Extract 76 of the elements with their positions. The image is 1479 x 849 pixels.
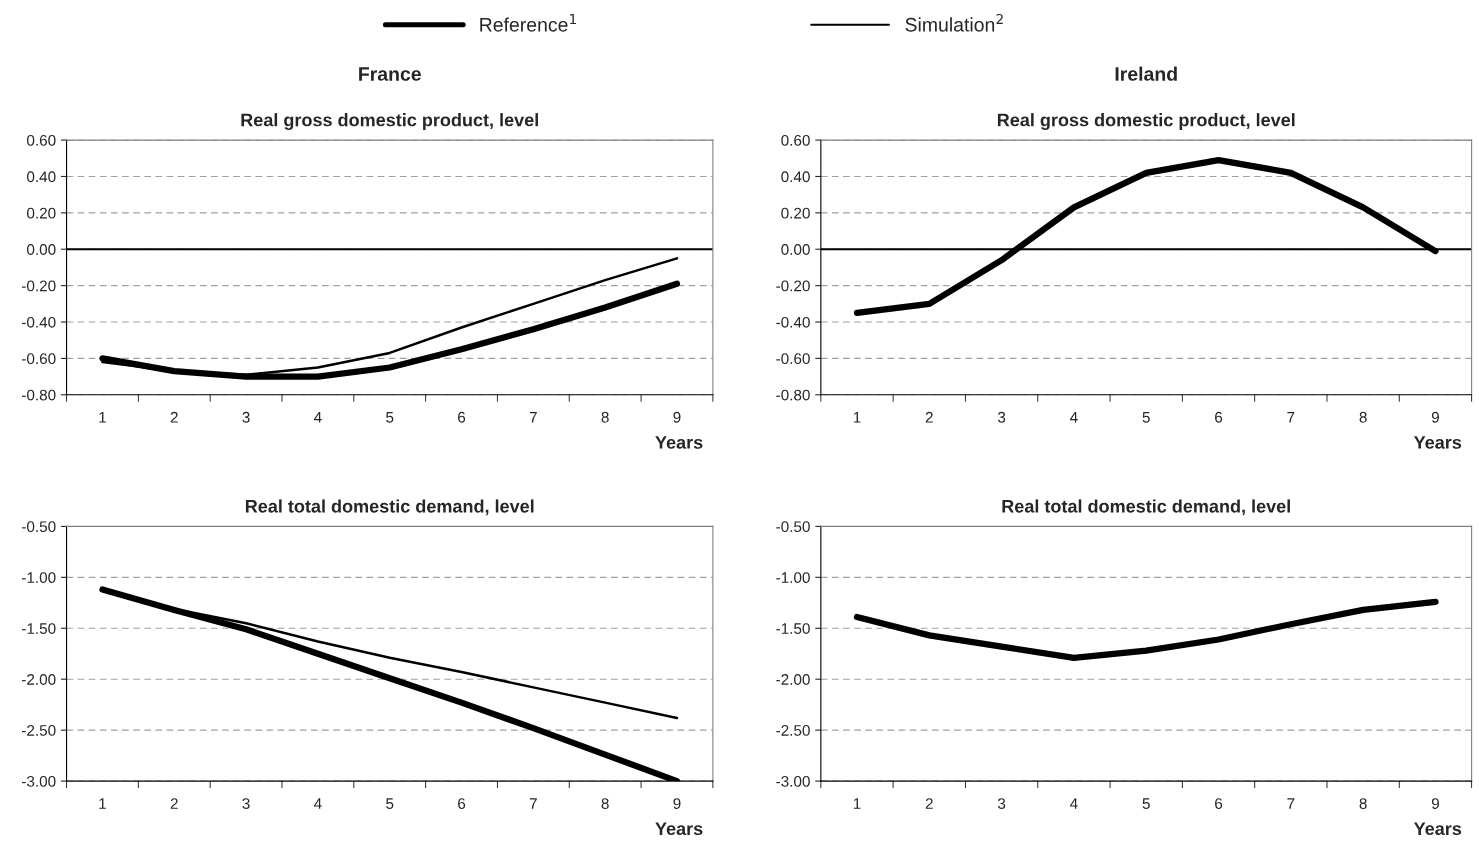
y-tick-label: 0.00 [27,244,56,255]
y-tick-label: -0.50 [22,521,56,533]
y-tick-label: -0.40 [22,316,56,328]
x-tick-label: 2 [170,411,178,423]
x-tick-label: 9 [673,411,681,423]
x-tick-label: 6 [458,798,466,809]
y-tick-label: 0.00 [781,244,810,255]
x-tick-label: 7 [529,412,537,423]
chart-title: Ireland [1115,66,1177,81]
x-tick-label: 9 [1431,798,1439,809]
x-tick-label: 3 [997,798,1006,809]
x-axis-title: Years [655,822,703,836]
x-tick-label: 9 [673,798,681,809]
x-tick-label: 4 [314,798,322,809]
x-tick-label: 5 [1142,798,1150,809]
y-tick-label: 0.40 [781,171,810,183]
x-axis-title: Years [1413,822,1462,836]
y-tick-label: 0.60 [27,134,56,146]
x-tick-label: 8 [1359,798,1367,809]
legend-label: Simulation$^{2}$ [905,13,1003,32]
x-tick-label: 4 [1070,798,1078,809]
x-tick-label: 5 [386,798,394,809]
y-tick-label: -2.00 [22,674,56,685]
y-tick-label: -3.00 [22,775,56,787]
chart-title: Real total domestic demand, level [245,499,534,516]
y-tick-label: 0.40 [27,171,56,183]
y-tick-label: -0.20 [776,280,810,292]
y-tick-label: -2.50 [22,725,56,736]
x-tick-label: 8 [601,411,609,423]
x-tick-label: 7 [1287,798,1295,809]
x-tick-label: 3 [242,798,250,809]
x-tick-label: 4 [314,412,322,423]
y-tick-label: -0.20 [22,280,56,292]
x-axis-title: Years [655,436,703,449]
y-tick-label: -1.00 [776,572,810,584]
y-tick-label: -0.50 [776,521,810,533]
y-tick-label: -0.60 [776,353,810,365]
y-tick-label: -0.40 [776,316,810,328]
legend-label: Reference$^{1}$ [480,14,577,32]
x-tick-label: 2 [925,411,933,423]
x-tick-label: 3 [997,411,1006,423]
x-tick-label: 8 [601,798,609,809]
y-tick-label: -0.60 [22,353,56,365]
x-axis-title: Years [1413,436,1462,449]
x-tick-label: 7 [1287,412,1295,423]
x-tick-label: 1 [99,798,106,809]
x-tick-label: 8 [1359,411,1367,423]
x-tick-label: 7 [529,798,537,809]
y-tick-label: 0.20 [27,207,56,219]
x-tick-label: 3 [242,411,250,423]
y-tick-label: -0.80 [776,389,810,401]
x-tick-label: 5 [1142,412,1150,423]
y-tick-label: -2.00 [776,674,810,685]
chart-subtitle: Real gross domestic product, level [241,113,538,131]
y-tick-label: -1.50 [22,623,56,634]
x-tick-label: 5 [386,412,394,423]
x-tick-label: 6 [458,411,466,423]
y-tick-label: -0.80 [22,389,56,401]
x-tick-label: 6 [1215,798,1223,809]
x-tick-label: 2 [925,798,933,809]
x-tick-label: 1 [853,412,861,423]
x-tick-label: 9 [1431,411,1439,423]
y-tick-label: -3.00 [776,775,810,787]
y-tick-label: -1.00 [22,572,56,584]
x-tick-label: 2 [170,798,178,809]
chart-subtitle: Real gross domestic product, level [997,113,1295,131]
y-tick-label: -2.50 [776,725,810,736]
x-tick-label: 1 [853,798,861,809]
y-tick-label: 0.60 [781,134,810,146]
chart-title: Real total domestic demand, level [1002,499,1290,516]
x-tick-label: 4 [1070,412,1078,423]
x-tick-label: 1 [99,412,106,423]
x-tick-label: 6 [1215,411,1223,423]
y-tick-label: -1.50 [776,623,810,634]
chart-title: France [359,67,421,81]
y-tick-label: 0.20 [781,207,810,219]
